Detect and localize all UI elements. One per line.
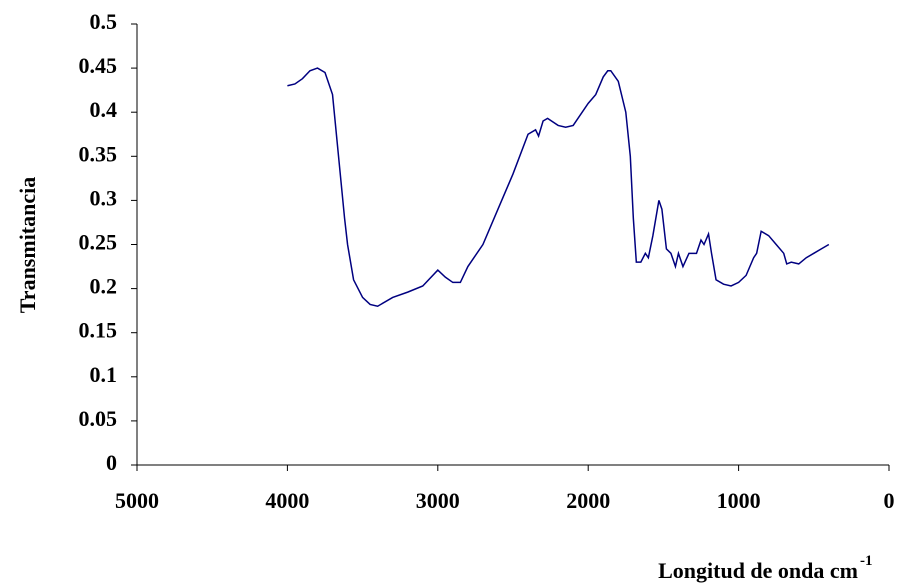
x-tick-label: 2000 [566, 488, 610, 513]
x-axis-label: Longitud de onda cm [658, 558, 858, 583]
y-axis-label: Transmitancia [15, 177, 40, 313]
x-tick-label: 0 [884, 488, 895, 513]
y-tick-label: 0.15 [79, 318, 118, 343]
y-tick-label: 0.05 [79, 406, 118, 431]
y-tick-label: 0.35 [79, 141, 118, 166]
spectrum-line [287, 67, 830, 308]
y-tick-label: 0 [106, 450, 117, 475]
x-tick-label: 1000 [717, 488, 761, 513]
y-tick-label: 0.3 [90, 185, 118, 210]
x-tick-label: 5000 [115, 488, 159, 513]
y-tick-label: 0.5 [90, 9, 118, 34]
y-tick-label: 0.45 [79, 53, 118, 78]
x-axis-label-superscript: -1 [860, 553, 873, 569]
x-tick-label: 3000 [416, 488, 460, 513]
y-tick-label: 0.4 [90, 97, 118, 122]
y-tick-label: 0.2 [90, 274, 118, 299]
y-tick-label: 0.25 [79, 230, 118, 255]
y-tick-label: 0.1 [90, 362, 118, 387]
x-tick-label: 4000 [265, 488, 309, 513]
